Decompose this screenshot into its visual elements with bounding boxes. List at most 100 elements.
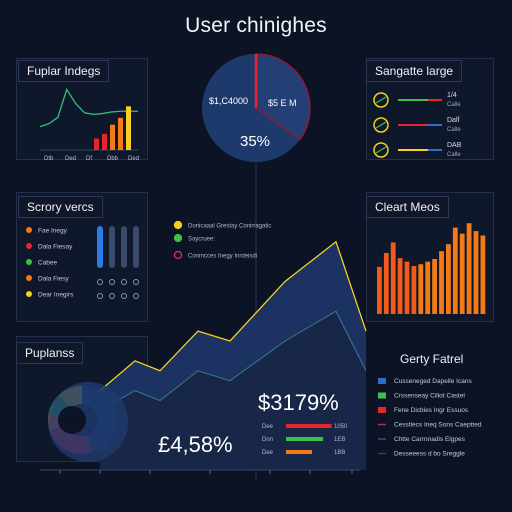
bar-mark	[102, 133, 107, 150]
slider-dot	[97, 279, 103, 285]
gauge-icon	[373, 92, 389, 108]
tick-label: Dtb	[44, 156, 54, 162]
panel-right-bars-title: Cleart Meos	[366, 196, 449, 218]
legend-marker	[173, 220, 183, 230]
donut-hole	[58, 406, 86, 434]
bar-label: Dnn	[262, 437, 273, 443]
list-item-label: Cabee	[38, 260, 58, 267]
area-outline	[99, 240, 367, 392]
gauge-needle	[375, 146, 387, 154]
tick-label: Ded	[128, 156, 139, 162]
bar-mark	[390, 242, 396, 314]
row-sub: Calle	[447, 152, 461, 158]
legend-label: Chtte Carrnnadis Elgpes	[394, 436, 466, 443]
tick-label: Df	[86, 156, 92, 162]
bar-mark	[94, 138, 99, 150]
bar-value: 1050	[334, 424, 348, 430]
value-b: $3179%	[258, 390, 339, 415]
bar-mark	[377, 266, 382, 314]
panel-top-left-title: Fuplar Indegs	[18, 60, 110, 82]
area-series	[100, 311, 366, 470]
row-sub: Calle	[447, 102, 461, 108]
legend-label: Crssenseay Cillot Castel	[394, 393, 465, 400]
legend-label: Saycruee:	[188, 237, 215, 243]
vertical-slider	[133, 226, 139, 268]
legend-marker	[173, 233, 183, 243]
slider-dot	[97, 293, 103, 299]
slider-dot	[121, 279, 127, 285]
list-item-label: Fae Inegy	[38, 228, 68, 235]
panel-bottom-left-title: Puplanss	[16, 342, 84, 364]
row-label: Dalf	[447, 117, 460, 124]
legend-marker	[173, 250, 183, 260]
row-label: 1/4	[447, 92, 457, 99]
bar-mark	[126, 106, 131, 150]
vertical-slider	[97, 226, 103, 268]
bar-mark	[418, 264, 424, 314]
bar-mark	[286, 437, 324, 441]
gauge-needle	[375, 121, 387, 129]
bar-value: 1BB	[334, 450, 345, 456]
legend-marker	[378, 407, 386, 413]
tick-label: Ded	[65, 156, 76, 162]
pie-label-right: $5 E M	[268, 98, 297, 108]
gauge-needle	[375, 96, 387, 104]
bottom-donut-chart	[47, 382, 128, 462]
legend-label: Desseeess d bo Sreggle	[394, 451, 465, 458]
legend-label: Donicaaal Grestay Conirragatic	[188, 224, 271, 230]
panel-mid-left-title: Scrory vercs	[18, 196, 103, 218]
bar-mark	[383, 252, 389, 314]
legend-marker	[378, 378, 386, 384]
bar-mark	[286, 450, 312, 454]
bar-mark	[446, 244, 451, 314]
legend-label: Fene Dicbies Ingr Essuos	[394, 407, 469, 414]
line-series	[39, 88, 138, 128]
top-pie-chart: $1,C4000 $5 E M 35%	[202, 53, 311, 162]
bar-label: Dee	[262, 450, 274, 456]
bar-mark	[411, 266, 417, 314]
area-chart	[40, 240, 367, 474]
pie-label-left: $1,C4000	[209, 96, 248, 106]
mid-legend: Donicaaal Grestay Conirragatic Saycruee: C…	[173, 220, 271, 260]
list-item-label: Dear Inegirs	[38, 292, 74, 299]
top-right-list: 1/4 Calle Dalf Calle DAB Calle	[373, 92, 462, 158]
bar-mark	[473, 231, 479, 314]
panel-top-right-title: Sangatte large	[366, 60, 463, 82]
bar-mark	[397, 258, 403, 314]
bar-mark	[466, 223, 472, 314]
bar-mark	[459, 233, 465, 314]
gauge-icon	[373, 142, 389, 158]
panel-bottom-right-title: Gerty Fatrel	[400, 352, 464, 366]
slider-dot	[133, 293, 139, 299]
bar-mark	[480, 235, 486, 314]
vertical-slider	[109, 226, 115, 268]
list-item-label: Dala Fiesy	[38, 276, 69, 283]
bar-mark	[452, 227, 458, 314]
bar-mark	[425, 261, 431, 314]
slider-dot	[109, 293, 115, 299]
row-sub: Calle	[447, 127, 461, 133]
bar-mark	[110, 124, 115, 150]
row-label: DAB	[447, 142, 462, 149]
slider-dot	[133, 279, 139, 285]
bullet-dot	[26, 275, 32, 281]
pie-center-label: 35%	[240, 133, 270, 150]
tick-label: Dbb	[107, 156, 119, 162]
bar-value: 1EB	[334, 437, 345, 443]
vertical-slider	[121, 226, 127, 268]
legend-label: Cesstlecs Ineq Sons Caeptted	[394, 422, 482, 429]
bar-label: Dee	[262, 424, 274, 430]
page-title: User chinighes	[185, 14, 327, 37]
slider-dot	[109, 279, 115, 285]
bar-mark	[439, 251, 444, 314]
slider-dot	[121, 293, 127, 299]
bullet-dot	[26, 291, 32, 297]
bullet-dot	[26, 227, 32, 233]
bar-mark	[118, 117, 123, 150]
bottom-right-list: Cusseneged Dapelle Icans Crssenseay Cillo…	[378, 378, 482, 458]
legend-label: Conmcces Inegy Inrdeisdi	[188, 254, 257, 260]
value-a: £4,58%	[158, 432, 233, 457]
bullet-dot	[26, 243, 32, 249]
bar-mark	[404, 261, 410, 314]
